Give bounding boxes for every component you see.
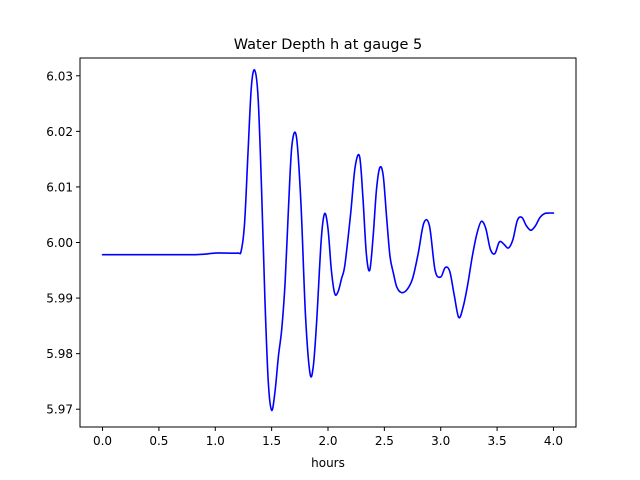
y-tick-label: 5.99 — [46, 292, 73, 306]
series-layer — [101, 69, 555, 412]
x-axis: 0.0 0.5 1.0 1.5 2.0 2.5 3.0 3.5 4.0 — [93, 427, 563, 448]
x-tick-label: 4.0 — [544, 434, 563, 448]
x-tick-label: 1.5 — [262, 434, 281, 448]
x-tick-label: 2.0 — [318, 434, 337, 448]
x-tick-label: 2.5 — [375, 434, 394, 448]
y-tick-label: 5.97 — [46, 403, 73, 417]
x-tick-label: 3.0 — [431, 434, 450, 448]
y-axis: 5.97 5.98 5.99 6.00 6.01 6.02 6.03 — [46, 69, 80, 417]
x-tick-label: 1.0 — [206, 434, 225, 448]
y-tick-label: 5.98 — [46, 347, 73, 361]
chart-title: Water Depth h at gauge 5 — [234, 37, 422, 53]
x-tick-label: 3.5 — [488, 434, 507, 448]
y-tick-label: 6.01 — [46, 180, 73, 194]
x-tick-label: 0.0 — [93, 434, 112, 448]
y-tick-label: 6.03 — [46, 69, 73, 83]
series-line — [101, 69, 555, 412]
x-axis-label: hours — [311, 456, 345, 470]
y-tick-label: 6.00 — [46, 236, 73, 250]
x-tick-label: 0.5 — [149, 434, 168, 448]
y-tick-label: 6.02 — [46, 125, 73, 139]
